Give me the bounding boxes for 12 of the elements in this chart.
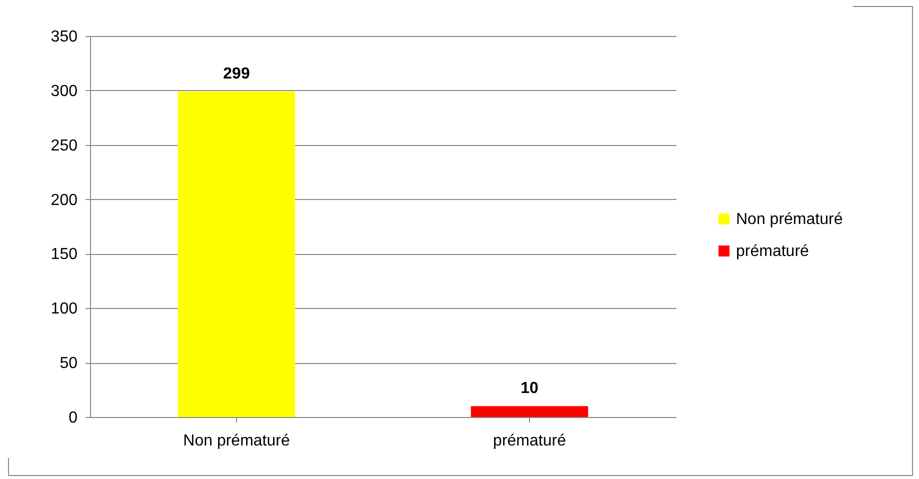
legend-label: prématuré <box>736 243 810 260</box>
y-tick-label: 100 <box>50 300 78 318</box>
y-tick-label: 300 <box>50 82 78 100</box>
y-tick-label: 200 <box>50 192 78 209</box>
data-label: 10 <box>520 380 538 398</box>
y-tick-label: 0 <box>68 410 78 426</box>
legend-label: Non prématuré <box>736 211 843 228</box>
y-tick-label: 50 <box>60 355 78 372</box>
data-label: 299 <box>223 66 250 83</box>
y-tick-label: 350 <box>50 28 78 46</box>
y-tick-label: 250 <box>50 137 78 154</box>
y-tick-label: 150 <box>50 246 78 264</box>
